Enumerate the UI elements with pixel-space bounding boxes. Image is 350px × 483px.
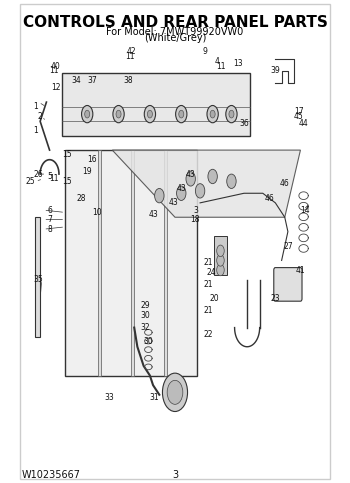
- Text: 8: 8: [47, 225, 52, 234]
- Text: 32: 32: [140, 323, 150, 332]
- Circle shape: [155, 188, 164, 203]
- Text: 3: 3: [193, 206, 198, 214]
- Text: 21: 21: [203, 280, 213, 289]
- Text: 14: 14: [300, 206, 310, 214]
- Text: 1: 1: [33, 127, 38, 135]
- Text: 11: 11: [49, 67, 59, 75]
- Bar: [62, 73, 250, 136]
- Bar: [164, 150, 167, 376]
- Text: 38: 38: [123, 76, 133, 85]
- Text: 34: 34: [71, 76, 81, 85]
- Circle shape: [207, 105, 218, 123]
- Circle shape: [176, 105, 187, 123]
- Circle shape: [113, 105, 124, 123]
- Text: 40: 40: [51, 62, 61, 71]
- Bar: [65, 150, 197, 376]
- Text: 23: 23: [271, 294, 280, 303]
- Circle shape: [179, 110, 184, 118]
- Text: 26: 26: [34, 170, 43, 179]
- Text: 31: 31: [150, 393, 160, 402]
- Text: 21: 21: [203, 306, 213, 315]
- Circle shape: [227, 174, 236, 188]
- Text: CONTROLS AND REAR PANEL PARTS: CONTROLS AND REAR PANEL PARTS: [22, 15, 328, 30]
- Text: 42: 42: [126, 47, 136, 56]
- Text: 30: 30: [144, 338, 153, 346]
- Circle shape: [144, 105, 155, 123]
- Text: 11: 11: [125, 52, 134, 61]
- Text: 43: 43: [169, 199, 178, 207]
- Text: 2: 2: [38, 112, 43, 121]
- Polygon shape: [112, 150, 300, 217]
- Text: 24: 24: [206, 268, 216, 277]
- Circle shape: [217, 245, 224, 256]
- Circle shape: [82, 105, 93, 123]
- Circle shape: [186, 171, 195, 186]
- Text: 46: 46: [280, 179, 290, 188]
- Text: 36: 36: [239, 119, 249, 128]
- Circle shape: [208, 169, 217, 184]
- Text: 46: 46: [264, 194, 274, 202]
- Text: 16: 16: [87, 155, 97, 164]
- Text: 3: 3: [172, 470, 178, 480]
- Circle shape: [217, 255, 224, 266]
- Text: 37: 37: [87, 76, 97, 85]
- Circle shape: [210, 110, 215, 118]
- Text: 13: 13: [233, 59, 243, 68]
- Text: 1: 1: [33, 102, 38, 112]
- Bar: [131, 150, 134, 376]
- Text: 21: 21: [203, 258, 213, 267]
- Text: For Model: 7MWT99920VW0: For Model: 7MWT99920VW0: [106, 27, 244, 37]
- Text: 12: 12: [51, 83, 61, 92]
- Text: W10235667: W10235667: [21, 470, 80, 480]
- Bar: [98, 150, 101, 376]
- Text: 43: 43: [176, 184, 186, 193]
- Text: 7: 7: [47, 215, 52, 224]
- Text: 27: 27: [283, 242, 293, 251]
- Text: 41: 41: [296, 266, 305, 274]
- Circle shape: [116, 110, 121, 118]
- Text: 33: 33: [104, 393, 114, 402]
- Circle shape: [217, 264, 224, 276]
- Text: 30: 30: [140, 311, 150, 320]
- Circle shape: [226, 105, 237, 123]
- Circle shape: [85, 110, 90, 118]
- Text: 20: 20: [209, 294, 219, 303]
- Text: 45: 45: [294, 112, 304, 121]
- FancyBboxPatch shape: [274, 268, 302, 301]
- Text: 25: 25: [26, 177, 36, 186]
- Circle shape: [147, 110, 152, 118]
- Text: 35: 35: [34, 275, 43, 284]
- Text: 43: 43: [148, 211, 158, 219]
- Circle shape: [195, 184, 205, 198]
- Text: 29: 29: [140, 301, 150, 311]
- Text: 6: 6: [47, 206, 52, 214]
- Circle shape: [162, 373, 188, 412]
- Circle shape: [176, 186, 186, 200]
- Text: 4: 4: [215, 57, 220, 66]
- Text: 43: 43: [186, 170, 196, 179]
- Bar: [214, 237, 227, 275]
- Circle shape: [167, 380, 183, 404]
- Text: 11: 11: [49, 174, 59, 184]
- Text: 11: 11: [216, 62, 225, 71]
- Text: 39: 39: [271, 67, 280, 75]
- Text: 22: 22: [203, 330, 213, 339]
- Text: 15: 15: [62, 150, 72, 159]
- Text: 44: 44: [299, 119, 308, 128]
- Bar: [35, 217, 40, 337]
- Text: 28: 28: [76, 194, 86, 202]
- Text: 9: 9: [202, 47, 207, 56]
- Text: 17: 17: [294, 107, 304, 116]
- Text: 15: 15: [62, 177, 72, 186]
- Circle shape: [229, 110, 234, 118]
- Text: 5: 5: [47, 172, 52, 181]
- Text: 18: 18: [191, 215, 200, 224]
- Text: 19: 19: [82, 167, 92, 176]
- Text: 10: 10: [92, 208, 102, 217]
- Text: (White/Grey): (White/Grey): [144, 33, 206, 43]
